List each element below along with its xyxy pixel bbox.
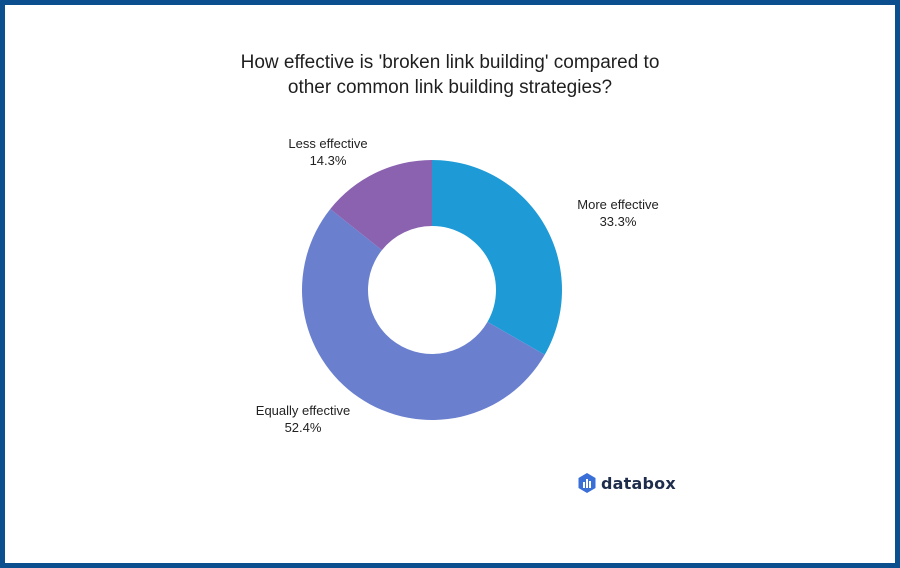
slice-label-value: 52.4% (284, 420, 322, 435)
donut-slice-more-effective (432, 160, 562, 355)
chart-title-line-2: other common link building strategies? (287, 77, 613, 98)
slice-label-name: More effective (577, 197, 659, 212)
slice-label-value: 14.3% (309, 153, 347, 168)
slice-label-equally-effective: Equally effective 52.4% (238, 402, 368, 436)
databox-brand: databox (578, 472, 676, 494)
slice-label-value: 33.3% (599, 214, 637, 229)
chart-title: How effective is 'broken link building' … (150, 50, 750, 100)
donut-slice-less-effective (330, 160, 432, 251)
databox-wordmark: databox (601, 473, 676, 493)
slice-label-less-effective: Less effective 14.3% (268, 135, 388, 169)
slice-label-name: Equally effective (255, 403, 351, 418)
chart-title-line-1: How effective is 'broken link building' … (240, 52, 660, 73)
slice-label-name: Less effective (288, 136, 368, 151)
donut-slice-equally-effective (301, 209, 545, 421)
slice-label-more-effective: More effective 33.3% (558, 196, 678, 230)
databox-logo-icon (578, 473, 596, 493)
